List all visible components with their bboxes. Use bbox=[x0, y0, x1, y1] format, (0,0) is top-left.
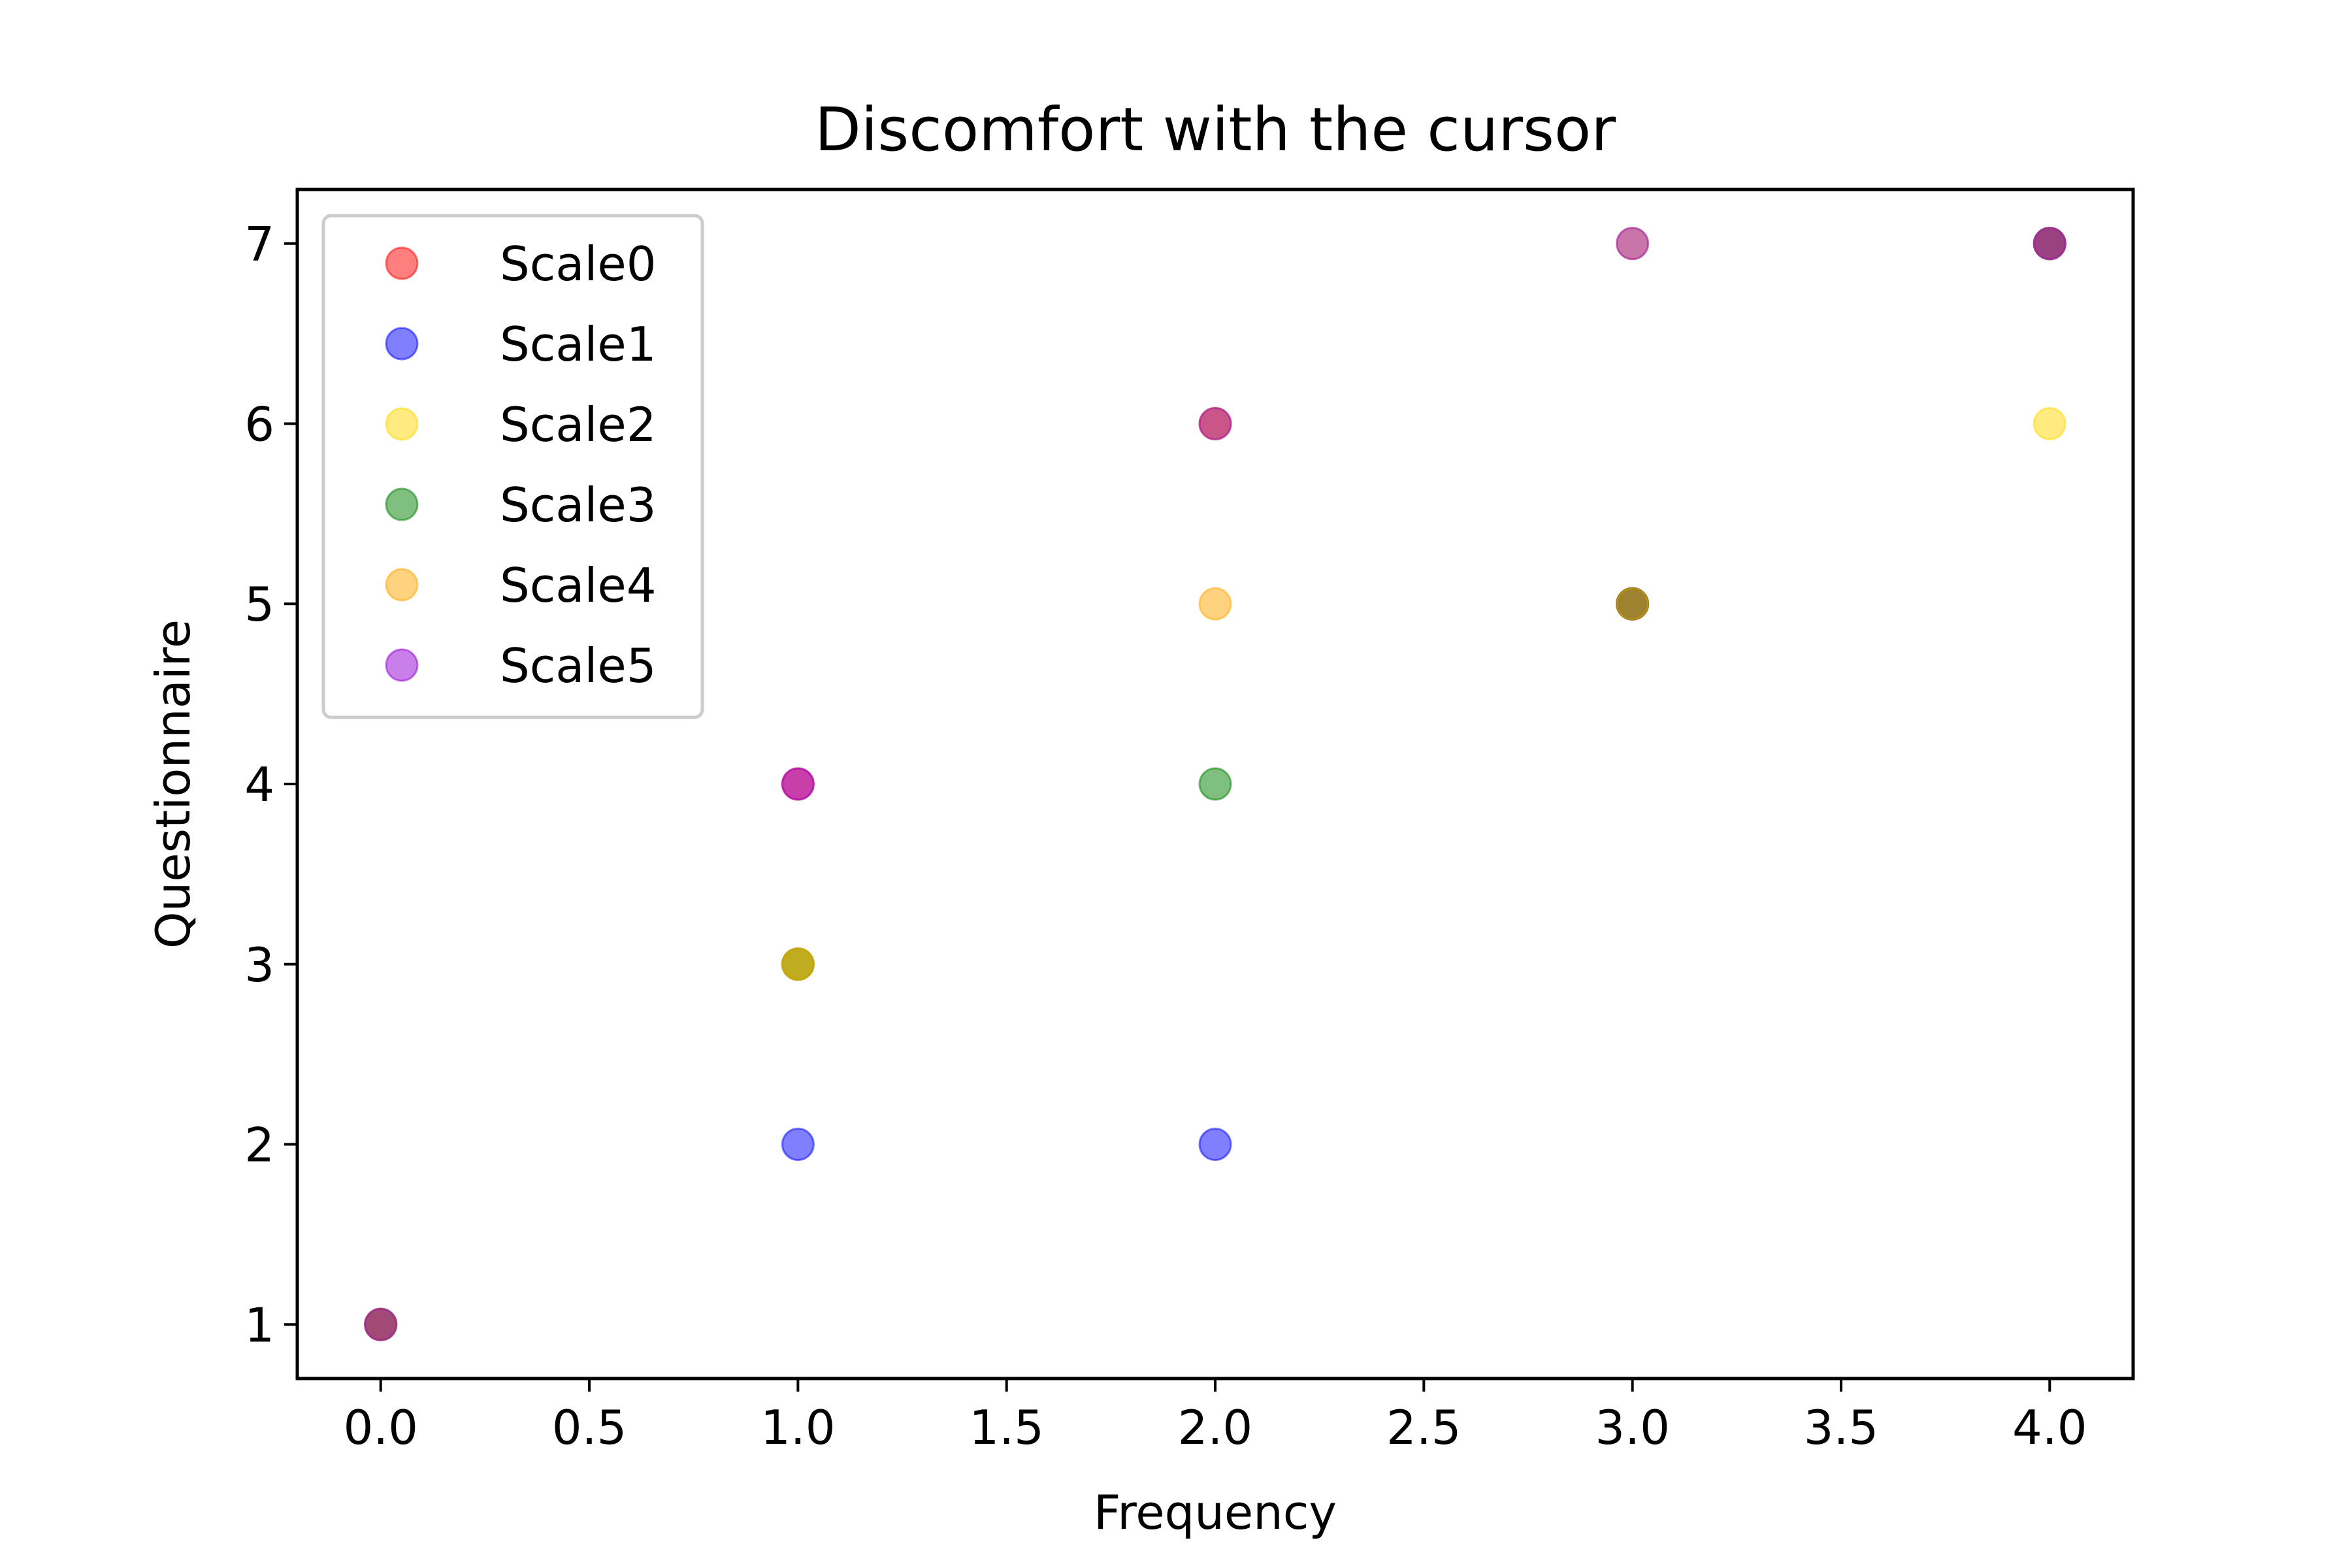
point-scale4 bbox=[781, 947, 815, 981]
legend-label: Scale4 bbox=[500, 558, 657, 613]
y-tick-label: 1 bbox=[244, 1298, 274, 1352]
legend-marker bbox=[385, 407, 419, 441]
y-tick-label: 5 bbox=[244, 577, 274, 632]
point-scale2 bbox=[2033, 406, 2066, 440]
y-tick-label: 2 bbox=[244, 1118, 274, 1173]
x-tick-label: 2.0 bbox=[1178, 1400, 1253, 1455]
point-scale5 bbox=[364, 1307, 398, 1341]
chart-title: Discomfort with the cursor bbox=[815, 95, 1616, 165]
x-tick-label: 3.0 bbox=[1595, 1400, 1670, 1455]
point-scale5 bbox=[2033, 227, 2066, 261]
y-tick-label: 3 bbox=[244, 938, 274, 992]
data-points bbox=[364, 227, 2066, 1341]
point-scale5 bbox=[781, 767, 815, 801]
point-scale3 bbox=[1198, 767, 1232, 801]
x-axis-label: Frequency bbox=[1094, 1485, 1337, 1540]
legend-label: Scale1 bbox=[500, 317, 657, 372]
point-scale1 bbox=[781, 1128, 815, 1162]
point-scale4 bbox=[1198, 587, 1232, 621]
x-tick-label: 0.5 bbox=[552, 1400, 627, 1455]
plot-frame bbox=[295, 188, 2135, 1380]
legend-marker bbox=[385, 487, 419, 521]
legend-marker bbox=[385, 648, 419, 682]
y-tick-label: 6 bbox=[244, 397, 274, 451]
y-axis-label: Questionnaire bbox=[146, 619, 201, 949]
x-tick-label: 2.5 bbox=[1386, 1400, 1462, 1455]
axis-ticks: 0.0 0.5 1.0 1.5 2.0 2.5 3.0 3.5 4.0 1 2 3 4 5 6 7 bbox=[244, 217, 2087, 1455]
legend: Scale0 Scale1 Scale2 Scale3 Scale4 Scale5 bbox=[321, 214, 704, 719]
legend-marker bbox=[385, 568, 419, 602]
point-scale4 bbox=[1616, 587, 1650, 621]
y-tick-label: 4 bbox=[244, 757, 274, 812]
x-tick-label: 4.0 bbox=[2012, 1400, 2087, 1455]
x-tick-label: 1.5 bbox=[969, 1400, 1044, 1455]
legend-marker bbox=[385, 246, 419, 280]
x-tick-label: 3.5 bbox=[1804, 1400, 1879, 1455]
x-tick-label: 1.0 bbox=[760, 1400, 836, 1455]
legend-label: Scale0 bbox=[500, 237, 657, 291]
point-scale5 bbox=[1198, 406, 1232, 440]
legend-label: Scale3 bbox=[500, 478, 657, 532]
point-scale1 bbox=[1198, 1128, 1232, 1162]
legend-marker bbox=[385, 327, 419, 361]
legend-label: Scale5 bbox=[500, 638, 657, 693]
legend-label: Scale2 bbox=[500, 397, 657, 452]
point-scale5 bbox=[1616, 227, 1650, 261]
x-tick-label: 0.0 bbox=[343, 1400, 418, 1455]
y-tick-label: 7 bbox=[244, 217, 274, 272]
